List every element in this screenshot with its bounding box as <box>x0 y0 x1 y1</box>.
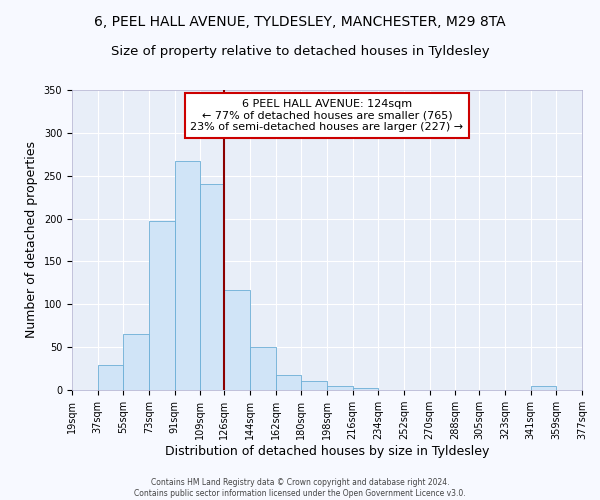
Bar <box>149 221 175 390</box>
Bar <box>327 386 353 390</box>
Bar <box>224 290 250 390</box>
Bar <box>123 334 149 390</box>
Bar <box>276 374 301 390</box>
X-axis label: Distribution of detached houses by size in Tyldesley: Distribution of detached houses by size … <box>165 445 489 458</box>
Text: 6 PEEL HALL AVENUE: 124sqm
← 77% of detached houses are smaller (765)
23% of sem: 6 PEEL HALL AVENUE: 124sqm ← 77% of deta… <box>190 99 464 132</box>
Y-axis label: Number of detached properties: Number of detached properties <box>25 142 38 338</box>
Text: Size of property relative to detached houses in Tyldesley: Size of property relative to detached ho… <box>110 45 490 58</box>
Text: 6, PEEL HALL AVENUE, TYLDESLEY, MANCHESTER, M29 8TA: 6, PEEL HALL AVENUE, TYLDESLEY, MANCHEST… <box>94 15 506 29</box>
Bar <box>301 382 327 390</box>
Bar <box>175 161 200 390</box>
Bar <box>98 365 123 390</box>
Bar <box>353 388 378 390</box>
Bar <box>250 347 276 390</box>
Text: Contains HM Land Registry data © Crown copyright and database right 2024.
Contai: Contains HM Land Registry data © Crown c… <box>134 478 466 498</box>
Bar <box>531 386 556 390</box>
Bar <box>200 184 224 390</box>
